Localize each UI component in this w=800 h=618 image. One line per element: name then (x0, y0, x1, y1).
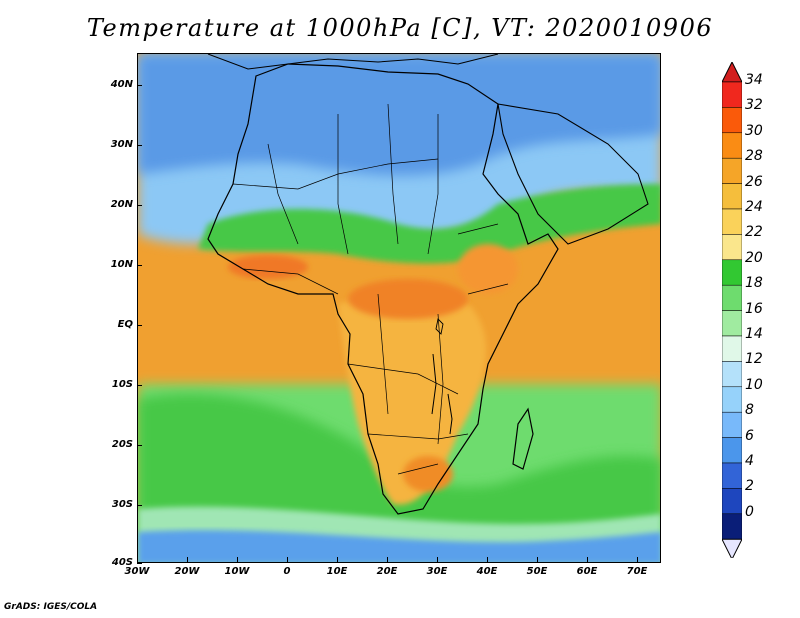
colorbar-segment (722, 183, 742, 210)
arabia-coastline (497, 103, 649, 245)
lat-label: EQ (117, 319, 133, 330)
colorbar-label: 10 (745, 376, 763, 393)
colorbar-label: 22 (745, 224, 763, 241)
europe-coastline (207, 54, 499, 70)
lon-tick (637, 557, 638, 562)
colorbar-label: 26 (745, 173, 763, 190)
lon-tick (187, 557, 188, 562)
colorbar-segment (722, 259, 742, 286)
lat-label: 10N (110, 259, 133, 270)
sahel-green-field (198, 184, 660, 264)
lon-tick (237, 557, 238, 562)
colorbar-label: 0 (745, 503, 754, 520)
lat-tick (137, 385, 142, 386)
colorbar-label: 12 (745, 351, 763, 368)
colorbar-segment (722, 335, 742, 362)
lat-tick (137, 563, 142, 564)
lat-tick (137, 145, 142, 146)
lon-label: 60E (576, 566, 598, 577)
colorbar-bottom-arrow (722, 538, 742, 558)
colorbar-segment (722, 132, 742, 159)
lon-tick (437, 557, 438, 562)
lon-tick (487, 557, 488, 562)
colorbar-label: 16 (745, 300, 763, 317)
lon-label: 50E (526, 566, 548, 577)
lake-victoria (435, 318, 444, 335)
lon-tick (587, 557, 588, 562)
map-canvas (138, 54, 660, 562)
colorbar-segment (722, 361, 742, 388)
lake-tanganyika (431, 353, 437, 415)
colorbar-label: 2 (745, 478, 754, 495)
lon-tick (337, 557, 338, 562)
lon-tick (137, 557, 138, 562)
colorbar-segment (722, 284, 742, 311)
lon-label: 30E (426, 566, 448, 577)
colorbar-top-arrow (722, 62, 742, 83)
colorbar-label: 34 (745, 72, 763, 88)
colorbar-label: 24 (745, 199, 763, 215)
colorbar-segment (722, 81, 742, 108)
lat-tick (137, 265, 142, 266)
southern-africa-warm-field (338, 296, 487, 505)
madagascar-coastline (512, 407, 534, 470)
lon-tick (387, 557, 388, 562)
southern-africa-hot-core (403, 456, 453, 492)
colorbar-segment (722, 488, 742, 515)
lon-label: 10E (326, 566, 348, 577)
colorbar-segment (722, 157, 742, 184)
colorbar-label: 6 (745, 427, 754, 444)
lat-tick (137, 505, 142, 506)
colorbar-label: 14 (745, 326, 763, 342)
lat-label: 30N (110, 139, 133, 150)
country-borders (232, 103, 509, 475)
lat-label: 10S (111, 379, 133, 390)
lon-label: 40E (476, 566, 498, 577)
colorbar-segment (722, 234, 742, 261)
colorbar-label: 18 (745, 275, 763, 292)
lat-label: 20N (110, 199, 133, 210)
chart-title: Temperature at 1000hPa [C], VT: 20200109… (86, 14, 714, 42)
far-south-cold-band (138, 530, 660, 562)
colorbar-segment (722, 411, 742, 438)
lat-tick (137, 325, 142, 326)
lat-tick (137, 445, 142, 446)
colorbar-label: 28 (745, 148, 763, 165)
credit-footer: GrADS: IGES/COLA (4, 602, 98, 612)
colorbar-segment (722, 437, 742, 464)
africa-coastline (207, 63, 559, 515)
colorbar-segment (722, 208, 742, 235)
colorbar-segment (722, 310, 742, 337)
colorbar-label: 30 (745, 122, 763, 139)
colorbar (722, 62, 742, 558)
lon-label: 20W (174, 566, 200, 577)
lat-label: 40N (110, 79, 133, 90)
ethiopia-warm-core (458, 244, 518, 294)
lon-label: 20E (376, 566, 398, 577)
lon-label: 70E (626, 566, 648, 577)
colorbar-segment (722, 107, 742, 134)
colorbar-segment (722, 386, 742, 413)
colorbar-label: 20 (745, 249, 763, 266)
colorbar-segment (722, 513, 742, 540)
temperature-map (137, 53, 661, 563)
lake-malawi (447, 393, 453, 435)
central-africa-hot-core (348, 279, 468, 319)
lat-tick (137, 205, 142, 206)
lat-label: 40S (111, 557, 133, 568)
colorbar-segment (722, 462, 742, 489)
lon-tick (537, 557, 538, 562)
lon-label: 10W (224, 566, 250, 577)
lat-label: 30S (111, 499, 133, 510)
colorbar-label: 32 (745, 97, 763, 114)
lon-tick (287, 557, 288, 562)
lon-label: 30W (124, 566, 150, 577)
colorbar-label: 8 (745, 402, 754, 419)
colorbar-label: 4 (745, 453, 754, 469)
lat-tick (137, 85, 142, 86)
lon-label: 0 (283, 566, 291, 577)
lat-label: 20S (111, 439, 133, 450)
